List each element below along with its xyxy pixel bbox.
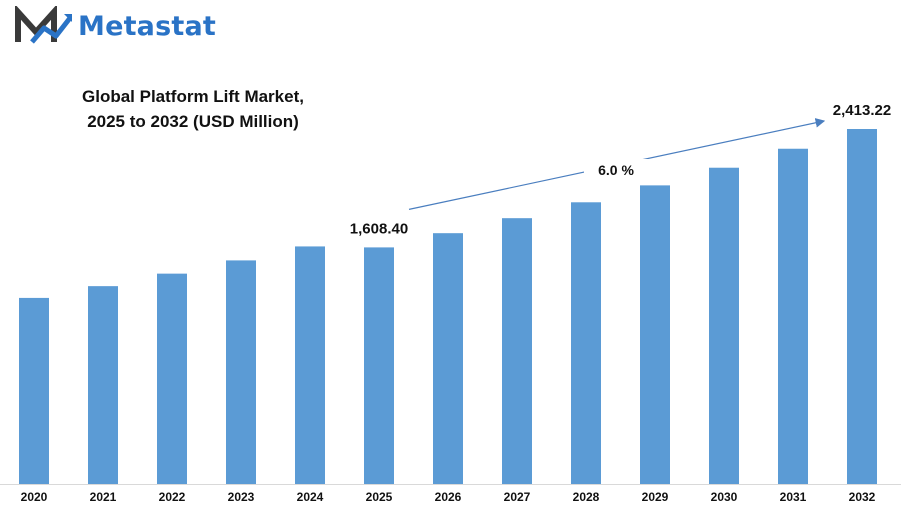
- x-tick-label-2024: 2024: [297, 490, 324, 504]
- x-tick-label-2025: 2025: [366, 490, 393, 504]
- bar-2032: [847, 129, 877, 484]
- x-tick-label-2031: 2031: [780, 490, 807, 504]
- x-tick-label-2032: 2032: [849, 490, 876, 504]
- bar-2030: [709, 167, 739, 485]
- bar-2024: [295, 246, 325, 484]
- cagr-label-background: [584, 159, 658, 181]
- x-tick-label-2023: 2023: [228, 490, 255, 504]
- data-label-2025: 1,608.40: [350, 220, 408, 237]
- x-tick-label-2028: 2028: [573, 490, 600, 504]
- bar-2027: [502, 218, 532, 484]
- bar-2026: [433, 233, 463, 484]
- x-tick-label-2026: 2026: [435, 490, 462, 504]
- bar-2020: [19, 297, 49, 484]
- bar-2031: [778, 148, 808, 484]
- x-axis-labels: 2020 2021 2022 2023 2024 2025 2026 2027 2028 2029…: [0, 484, 901, 504]
- bar-2025: [364, 247, 394, 484]
- cagr-label: 6.0 %: [598, 162, 634, 178]
- bar-2022: [157, 273, 187, 484]
- metastat-logo: Metastat: [14, 6, 216, 46]
- x-tick-label-2020: 2020: [21, 490, 48, 504]
- bar-2029: [640, 185, 670, 485]
- chart-title-line1: Global Platform Lift Market,: [82, 87, 304, 106]
- bar-2021: [88, 286, 118, 484]
- bar-2023: [226, 260, 256, 484]
- bar-2028: [571, 202, 601, 485]
- x-tick-label-2030: 2030: [711, 490, 738, 504]
- x-tick-label-2021: 2021: [90, 490, 117, 504]
- annotations-group: 1,608.40 2,413.22 6.0 %: [350, 102, 891, 237]
- x-tick-label-2029: 2029: [642, 490, 669, 504]
- bars-group: [19, 129, 877, 485]
- x-tick-label-2022: 2022: [159, 490, 186, 504]
- chart-title: Global Platform Lift Market, 2025 to 203…: [43, 84, 343, 134]
- x-tick-label-2027: 2027: [504, 490, 531, 504]
- data-label-2032: 2,413.22: [833, 102, 891, 119]
- chart-title-line2: 2025 to 2032 (USD Million): [87, 112, 299, 131]
- metastat-logo-icon: [15, 6, 72, 44]
- brand-name: Metastat: [78, 10, 217, 42]
